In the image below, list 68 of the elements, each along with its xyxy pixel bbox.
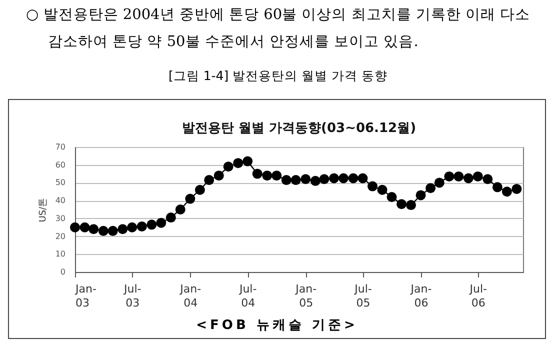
- point: [108, 226, 118, 236]
- point: [272, 170, 282, 181]
- text: ○ 발전용탄은 2004년 중반에 톤당 60불 이상의 최고치를 기록한 이래 다소 감소하여 톤당 약 50불 수준에서 안정세를 보이고 있음.: [26, 6, 532, 52]
- point: [252, 168, 262, 179]
- point: [472, 171, 483, 182]
- point: [358, 173, 368, 184]
- point: [348, 173, 358, 184]
- x-tick-label: Jul-04: [238, 282, 257, 310]
- point: [204, 175, 214, 186]
- y-tick-label: 20: [55, 232, 66, 241]
- x-tick-label: Jan-06: [410, 282, 432, 310]
- point: [329, 173, 340, 184]
- text: <FOB 뉴캐슬 기준>: [195, 317, 359, 334]
- point: [175, 204, 186, 214]
- chart-title: 발전용탄 월별 가격동향(03~06.12월): [182, 121, 416, 136]
- x-tick-label: Jan-03: [74, 282, 96, 310]
- point: [368, 181, 378, 192]
- point: [233, 158, 244, 168]
- y-tick-label: 50: [55, 178, 66, 188]
- point: [194, 184, 205, 195]
- point: [281, 175, 292, 186]
- point: [136, 221, 147, 232]
- y-tick-label: 0: [60, 268, 66, 276]
- point: [98, 226, 108, 236]
- y-tick-label: 10: [55, 250, 66, 259]
- point: [166, 212, 176, 223]
- point: [127, 222, 138, 232]
- point: [444, 171, 454, 182]
- point: [416, 190, 426, 200]
- point: [156, 218, 166, 228]
- point: [214, 170, 224, 181]
- point: [386, 192, 397, 202]
- x-tick-label: Jul-06: [468, 282, 488, 310]
- point: [426, 183, 436, 194]
- y-axis-title: US/톤: [38, 198, 48, 222]
- point: [454, 171, 464, 182]
- point: [406, 200, 416, 210]
- point: [492, 182, 502, 192]
- x-tick-label: Jan-04: [179, 282, 202, 310]
- point: [242, 156, 253, 166]
- point: [434, 178, 444, 188]
- y-tick-label: 70: [55, 142, 66, 152]
- y-tick-label: 30: [55, 214, 66, 223]
- point: [118, 224, 128, 234]
- point: [223, 162, 234, 172]
- point: [319, 174, 330, 184]
- point: [338, 173, 348, 184]
- point: [482, 174, 493, 184]
- point: [310, 176, 320, 186]
- point: [88, 224, 99, 234]
- x-tick-label: Jul-05: [354, 282, 372, 310]
- y-tick-label: 40: [55, 196, 66, 206]
- point: [512, 184, 522, 194]
- point: [463, 173, 474, 184]
- point: [80, 222, 90, 232]
- point: [70, 222, 80, 232]
- point: [300, 174, 311, 184]
- x-tick-label: Jul-03: [122, 282, 142, 310]
- point: [502, 186, 512, 197]
- point: [290, 175, 301, 186]
- point: [396, 199, 407, 210]
- y-tick-label: 60: [55, 160, 66, 170]
- text: [그림 1-4] 발전용탄의 월별 가격 동향: [167, 68, 389, 85]
- point: [146, 220, 157, 230]
- point: [377, 184, 388, 195]
- point: [185, 194, 196, 204]
- x-tick-label: Jan-05: [294, 282, 317, 310]
- point: [262, 170, 272, 181]
